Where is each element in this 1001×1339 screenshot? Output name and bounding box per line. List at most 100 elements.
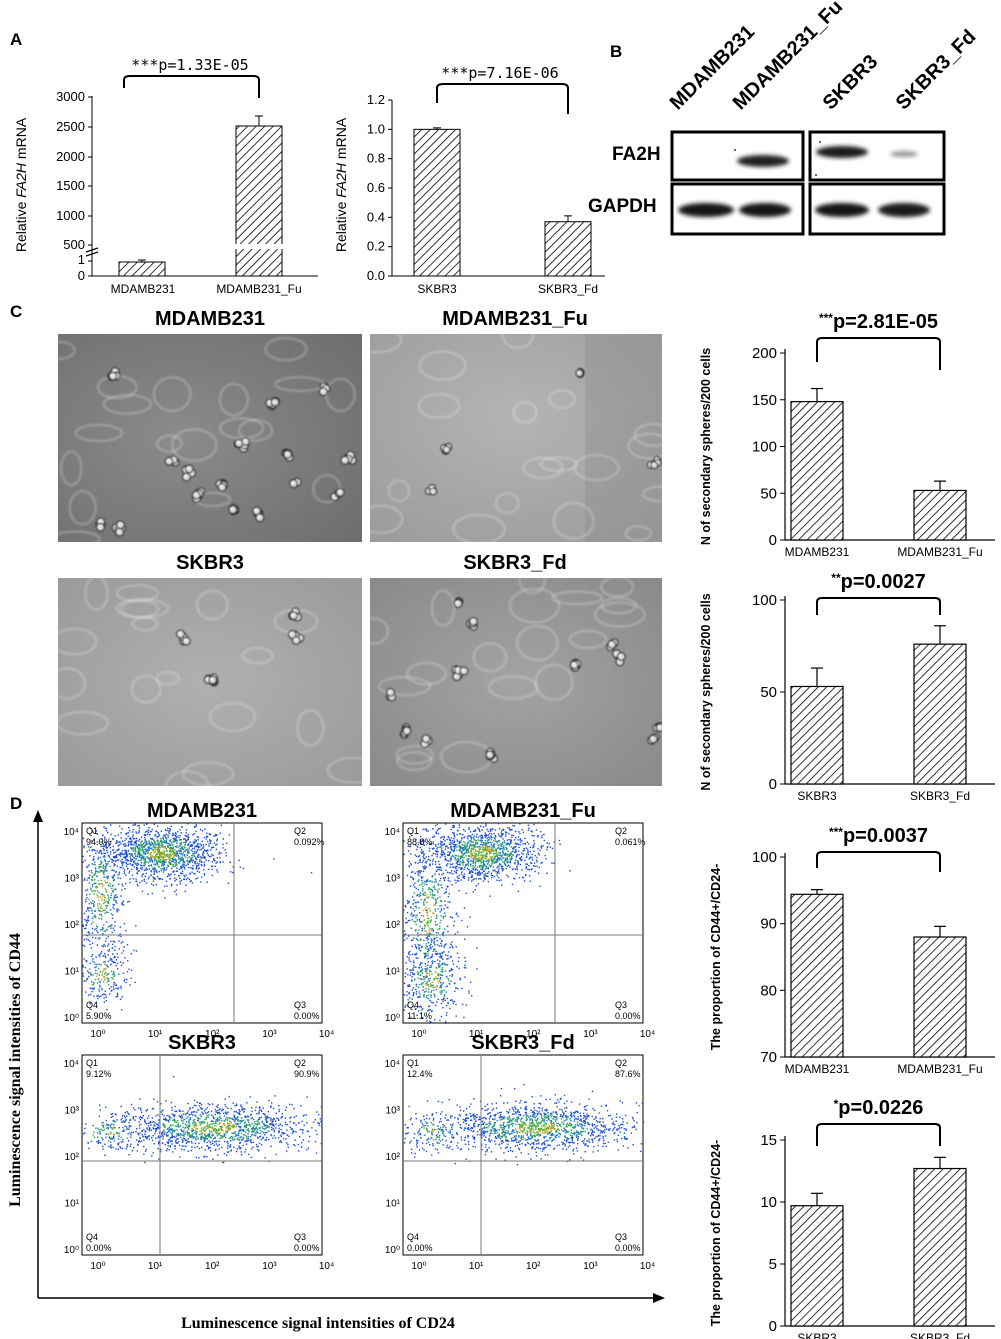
panel-label-c: C [10, 302, 23, 321]
significance-bracket [816, 1123, 941, 1146]
y-tick: 200 [752, 345, 777, 362]
y-tick: 5 [769, 1256, 777, 1273]
y-tick: 10³ [65, 874, 80, 885]
bar [790, 685, 844, 785]
sphere-image-mdamb231-fu [370, 334, 662, 542]
bar [790, 1205, 844, 1327]
quadrant-value: 90.9% [294, 1069, 320, 1079]
y-tick: 2000 [56, 149, 85, 164]
x-tick: 10⁰ [411, 1261, 426, 1272]
y-tick: 10³ [65, 1106, 80, 1117]
y-tick: 0 [769, 776, 777, 793]
y-axis-label: Relative FA2H mRNA [333, 117, 349, 252]
y-tick: 1.0 [367, 121, 385, 136]
y-tick: 10⁰ [64, 1013, 79, 1024]
x-category: MDAMB231 [785, 1062, 850, 1076]
y-tick: 10⁴ [64, 1059, 79, 1070]
quadrant-value: 0.00% [294, 1011, 320, 1021]
significance-label: ***p=1.33E-05 [131, 56, 248, 74]
panel-label-a: A [10, 30, 23, 49]
x-tick: 10⁴ [640, 1029, 655, 1040]
western-blot-image [670, 130, 946, 236]
quadrant-label: Q3 [615, 1232, 627, 1242]
y-axis-label: N of secondary spheres/200 cells [699, 593, 713, 790]
panel-label-b: B [610, 42, 623, 61]
quadrant-label: Q2 [615, 1058, 627, 1068]
band-gapdh [678, 203, 734, 217]
image-title: MDAMB231 [154, 308, 266, 330]
y-tick: 10² [65, 920, 80, 931]
x-tick: 10⁰ [90, 1029, 105, 1040]
quadrant-label: Q3 [294, 1000, 306, 1010]
x-tick: 10⁴ [640, 1261, 655, 1272]
quadrant-value: 0.00% [407, 1243, 433, 1253]
flow-dots [83, 1076, 323, 1164]
flow-dots [82, 823, 313, 1011]
band-fa2h-fd [890, 151, 918, 157]
significance-label: ***p=7.16E-06 [441, 64, 558, 82]
y-tick: 10⁴ [385, 1059, 400, 1070]
chart-c-bottom: 100 50 0 SKBR3 SKBR3_Fd **p=0.0027 N of second… [699, 571, 995, 803]
y-tick: 0.0 [367, 268, 385, 283]
y-tick: 2500 [56, 119, 85, 134]
blot-row-label: FA2H [612, 144, 661, 165]
x-tick: 10¹ [148, 1261, 163, 1272]
quadrant-label: Q1 [86, 826, 98, 836]
x-tick: 10² [526, 1261, 541, 1272]
lane-label: SKBR3 [818, 50, 883, 115]
chart-a-left: ***p=1.33E-05 3000 2500 2000 1500 1000 5… [13, 56, 318, 296]
x-category: MDAMB231 [111, 282, 176, 296]
x-category: SKBR3 [797, 789, 837, 803]
x-tick: 10¹ [469, 1261, 484, 1272]
sphere-image-mdamb231 [58, 334, 362, 542]
significance-bracket [123, 75, 260, 98]
bar-mdamb231-fu [235, 125, 283, 277]
y-tick: 10¹ [65, 967, 80, 978]
lane-label: SKBR3_Fd [891, 25, 981, 115]
image-title: MDAMB231_Fu [442, 308, 588, 330]
y-tick: 10² [386, 920, 401, 931]
y-tick: 500 [63, 237, 85, 252]
band-gapdh [878, 203, 930, 217]
y-tick: 1 [78, 252, 85, 267]
bar [913, 936, 967, 1058]
x-tick: 10¹ [469, 1029, 484, 1040]
quadrant-value: 11.1% [407, 1011, 432, 1021]
x-tick: 10³ [262, 1261, 277, 1272]
bar [913, 489, 967, 541]
quadrant-label: Q2 [294, 1058, 306, 1068]
band-fa2h-skbr3 [816, 146, 868, 158]
y-tick: 10⁴ [64, 827, 79, 838]
y-tick: 1.2 [367, 92, 385, 107]
y-tick: 10⁴ [385, 827, 400, 838]
x-tick: 10³ [262, 1029, 277, 1040]
image-title: SKBR3_Fd [463, 552, 567, 574]
x-tick: 10² [205, 1261, 220, 1272]
y-tick: 10 [760, 1194, 777, 1211]
y-tick: 80 [760, 982, 777, 999]
bar [913, 1167, 967, 1327]
y-axis-label: The proportion of CD44+/CD24- [709, 864, 723, 1050]
band-fa2h-fu [737, 155, 789, 167]
flow-plot-title: SKBR3 [168, 1032, 236, 1054]
x-tick: 10³ [583, 1261, 598, 1272]
x-category: SKBR3_Fd [910, 789, 970, 803]
quadrant-value: 0.092% [294, 837, 325, 847]
bar [544, 221, 592, 277]
bar [790, 893, 844, 1058]
y-tick: 100 [752, 439, 777, 456]
x-tick: 10⁰ [90, 1261, 105, 1272]
significance-bracket [816, 851, 941, 872]
chart-d-bottom: 15 10 5 0 SKBR3 SKBR3_Fd *p=0.0226 The proporti… [709, 1097, 995, 1339]
y-tick: 0.8 [367, 151, 385, 166]
quadrant-value: 88.8% [407, 837, 433, 847]
y-tick: 90 [760, 916, 777, 933]
bar [413, 128, 461, 277]
quadrant-value: 9.12% [86, 1069, 112, 1079]
significance-label: *p=0.0226 [834, 1097, 924, 1119]
quadrant-value: 0.061% [615, 837, 646, 847]
significance-label: **p=0.0027 [831, 571, 925, 593]
quadrant-value: 0.00% [86, 1243, 112, 1253]
y-tick: 10¹ [386, 967, 401, 978]
